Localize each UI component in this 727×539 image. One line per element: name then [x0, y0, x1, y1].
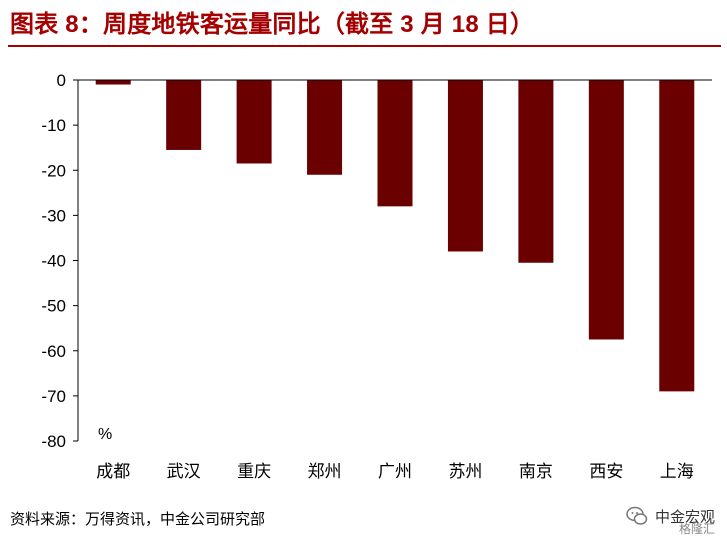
bar-5 [377, 80, 413, 207]
y-tick-label: -20 [41, 161, 66, 180]
bar-2 [166, 80, 202, 150]
x-axis-labels: 成都 武汉 重庆 郑州 广州 苏州 南京 西安 上海 [96, 462, 694, 482]
x-category-label: 广州 [378, 462, 412, 482]
x-category-label: 重庆 [237, 462, 271, 482]
x-category-label: 上海 [660, 462, 694, 482]
x-category-label: 西安 [589, 462, 623, 482]
title-underline [8, 45, 721, 47]
watermark-sub: 格隆汇 [678, 522, 715, 536]
y-tick-label: -60 [41, 342, 66, 361]
y-tick-label: -50 [41, 297, 66, 316]
wechat-icon [626, 506, 648, 525]
y-tick-label: -70 [41, 387, 66, 406]
x-category-label: 武汉 [167, 462, 201, 482]
bar-1 [95, 80, 131, 85]
x-category-label: 郑州 [308, 462, 342, 482]
x-category-label: 成都 [96, 462, 130, 482]
y-tick-label: -30 [41, 206, 66, 225]
bar-7 [518, 80, 554, 263]
y-tick-label: -10 [41, 116, 66, 135]
x-category-label: 苏州 [448, 462, 482, 482]
bar-6 [447, 80, 483, 252]
bar-series [95, 80, 695, 392]
y-unit-label: % [98, 426, 112, 443]
source-note: 资料来源：万得资讯，中金公司研究部 [10, 511, 266, 528]
bar-4 [307, 80, 343, 175]
y-axis-ticks: 0 -10 -20 -30 -40 -50 -60 -70 -80 [41, 71, 78, 451]
bar-8 [588, 80, 624, 340]
y-tick-label: -40 [41, 252, 66, 271]
bar-9 [659, 80, 695, 392]
watermark: 中金宏观 [625, 500, 715, 532]
watermark-brand: 中金宏观 [654, 508, 715, 526]
y-tick-label: -80 [41, 432, 66, 451]
bar-chart: 0 -10 -20 -30 -40 -50 -60 -70 -80 成都 武汉 重庆 郑州 广州 苏州 南京… [41, 71, 712, 482]
chart-title: 图表 8：周度地铁客运量同比（截至 3 月 18 日） [10, 11, 535, 38]
bar-3 [236, 80, 272, 164]
y-tick-label: 0 [57, 71, 66, 90]
x-category-label: 南京 [519, 462, 553, 482]
